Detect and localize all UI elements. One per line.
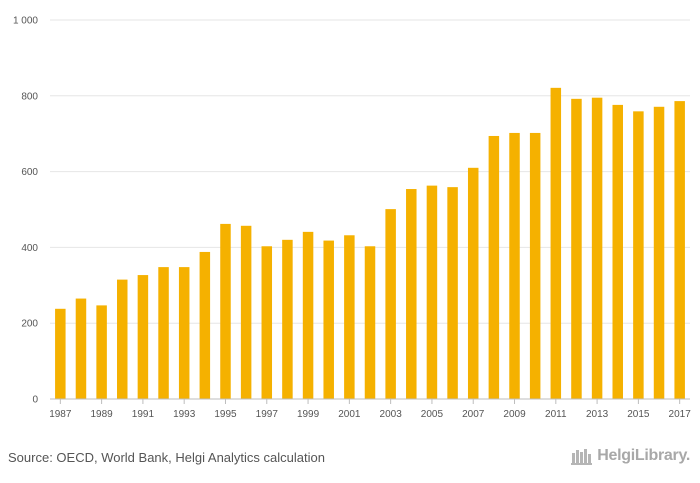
y-tick-label: 0 xyxy=(32,395,38,406)
bar-2006[interactable] xyxy=(447,187,458,399)
y-axis-ticks: 0 200 400 600 800 1 000 xyxy=(13,16,38,406)
x-tick-label: 1987 xyxy=(49,409,72,420)
gridlines xyxy=(50,19,690,324)
x-tick-label: 2001 xyxy=(338,409,361,420)
bar-2009[interactable] xyxy=(509,132,520,399)
bar-1992[interactable] xyxy=(158,267,169,399)
bar-1997[interactable] xyxy=(261,246,273,399)
x-tick-label: 1993 xyxy=(173,409,196,420)
y-tick-label: 600 xyxy=(21,167,38,178)
source-note: Source: OECD, World Bank, Helgi Analytic… xyxy=(8,450,325,465)
x-tick-label: 1991 xyxy=(132,409,155,420)
bars xyxy=(55,87,685,400)
x-tick-label: 2003 xyxy=(380,409,403,420)
x-tick-label: 2007 xyxy=(462,409,485,420)
bar-2015[interactable] xyxy=(633,111,644,400)
x-tick-label: 1999 xyxy=(297,409,320,420)
y-tick-label: 200 xyxy=(21,319,38,330)
bar-1993[interactable] xyxy=(178,267,190,399)
bar-1991[interactable] xyxy=(137,275,149,399)
x-tick-label: 2015 xyxy=(627,409,650,420)
x-tick-label: 2017 xyxy=(669,409,692,420)
bar-2008[interactable] xyxy=(488,135,500,399)
bar-2014[interactable] xyxy=(612,104,623,400)
bar-2011[interactable] xyxy=(550,87,562,399)
bar-2000[interactable] xyxy=(323,240,334,399)
y-tick-label: 1 000 xyxy=(13,16,38,27)
bar-1996[interactable] xyxy=(240,225,252,399)
bar-2007[interactable] xyxy=(467,167,479,399)
x-tick-label: 1995 xyxy=(214,409,237,420)
bar-2017[interactable] xyxy=(674,101,685,399)
bar-2016[interactable] xyxy=(653,106,665,399)
bar-2004[interactable] xyxy=(406,189,417,399)
bar-1999[interactable] xyxy=(302,231,314,399)
logo-text: HelgiLibrary. xyxy=(597,447,690,464)
bar-2005[interactable] xyxy=(426,185,438,399)
bar-1989[interactable] xyxy=(96,305,107,399)
y-tick-label: 800 xyxy=(21,91,38,102)
x-tick-label: 2013 xyxy=(586,409,609,420)
bar-2003[interactable] xyxy=(385,209,396,399)
bar-1995[interactable] xyxy=(220,223,231,399)
library-icon xyxy=(571,449,593,465)
bar-2012[interactable] xyxy=(571,98,582,399)
bar-1994[interactable] xyxy=(199,251,211,399)
y-tick-label: 400 xyxy=(21,243,38,254)
x-tick-label: 2009 xyxy=(503,409,526,420)
x-tick-label: 1997 xyxy=(256,409,279,420)
x-tick-label: 2005 xyxy=(421,409,444,420)
bar-2002[interactable] xyxy=(364,246,376,399)
bar-1988[interactable] xyxy=(75,298,87,399)
x-tick-label: 1989 xyxy=(90,409,113,420)
x-axis-ticks: 1987 1989 1991 1993 1995 1997 1999 2001 2003 2005… xyxy=(49,399,691,420)
helgilibrary-logo[interactable]: HelgiLibrary. xyxy=(571,447,690,465)
bar-2001[interactable] xyxy=(344,235,355,399)
bar-1998[interactable] xyxy=(282,239,293,399)
bar-1987[interactable] xyxy=(55,308,66,399)
bar-1990[interactable] xyxy=(117,279,128,399)
bar-2010[interactable] xyxy=(529,132,541,399)
bar-2013[interactable] xyxy=(591,97,603,399)
x-tick-label: 2011 xyxy=(545,409,567,420)
